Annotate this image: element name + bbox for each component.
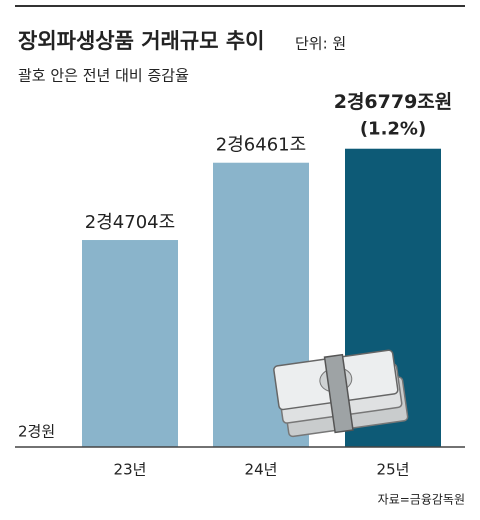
unit-label: 단위: 원	[295, 35, 346, 53]
annotation: (1.2%)	[360, 119, 426, 140]
plot: 2경원 23년 2경4704조 24년 2경6461조 25년 2경6779조원 (1.2%)	[18, 91, 452, 478]
bar	[82, 240, 178, 447]
value-label: 2경6461조	[216, 135, 306, 156]
x-tick-label: 24년	[245, 461, 278, 479]
x-tick-label: 23년	[114, 461, 147, 479]
x-tick-label: 25년	[377, 461, 410, 479]
subtitle: 괄호 안은 전년 대비 증감율	[18, 67, 189, 85]
value-label: 2경4704조	[85, 212, 175, 233]
source: 자료=금융감독원	[378, 493, 465, 507]
money-icon	[273, 349, 409, 438]
chart-title: 장외파생상품 거래규모 추이	[18, 29, 264, 53]
value-label: 2경6779조원	[334, 91, 453, 113]
y-tick-label: 2경원	[18, 423, 55, 441]
